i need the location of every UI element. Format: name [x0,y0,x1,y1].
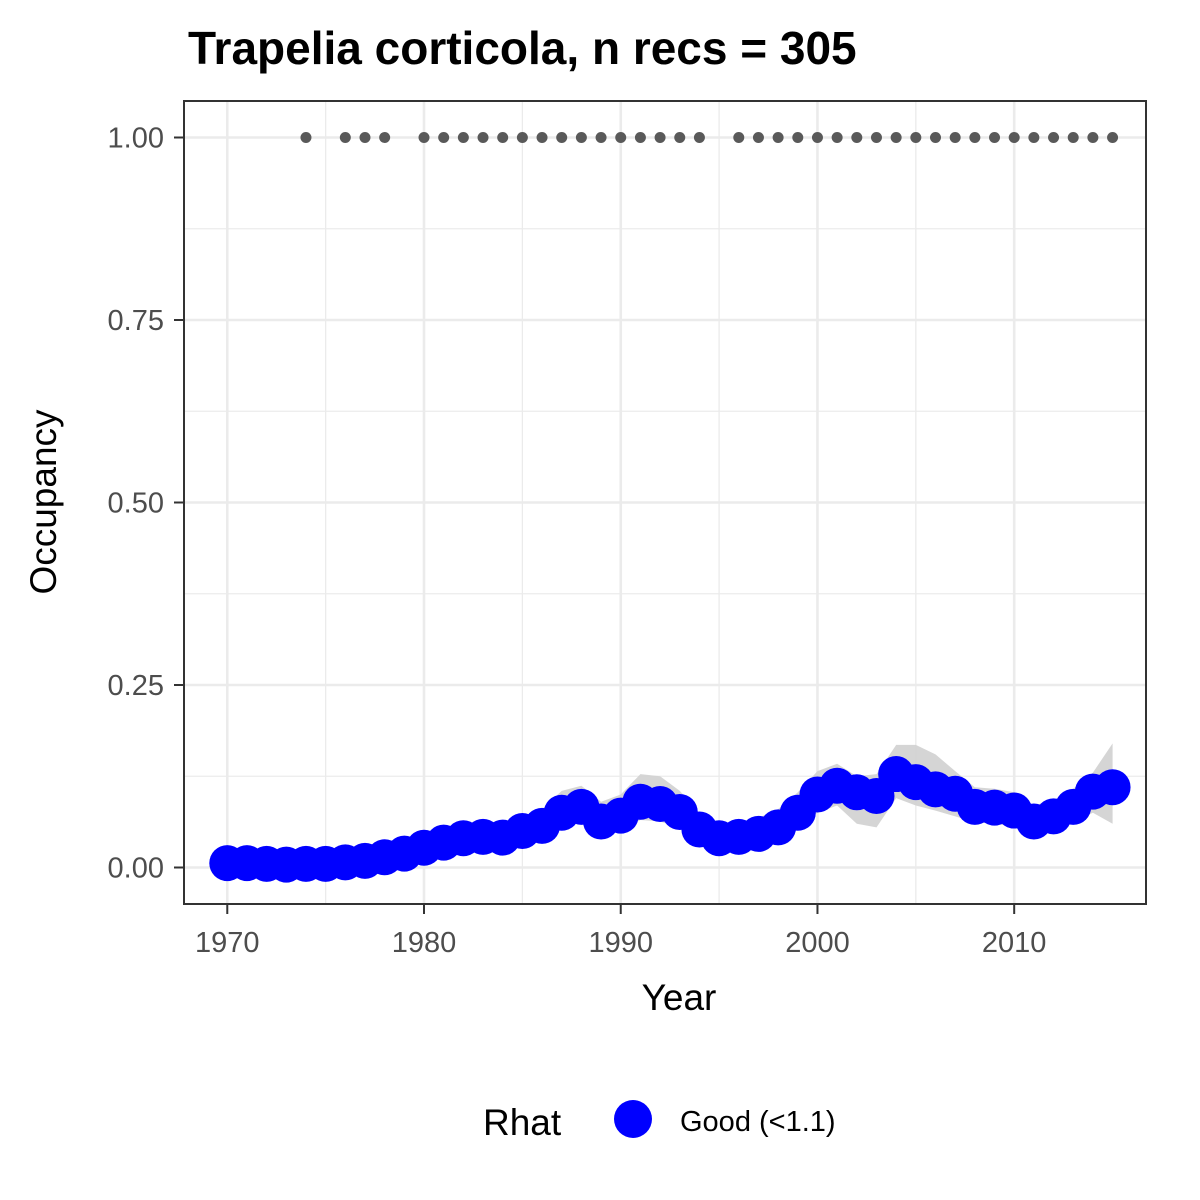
record-dot [1067,132,1079,143]
y-axis: 0.00 0.25 0.50 0.75 1.00 [108,123,184,885]
y-tick-label: 1.00 [108,123,164,155]
x-tick-label: 1990 [588,927,653,959]
record-dot [989,132,1001,143]
record-dot [890,132,902,143]
record-dot [418,132,430,143]
legend-key-good [614,1100,652,1138]
record-dot [379,132,391,143]
record-dot [949,132,961,143]
x-axis: 1970 1980 1990 2000 2010 [195,904,1046,959]
x-tick-label: 2010 [982,927,1047,959]
record-dot [634,132,646,143]
record-dot [339,132,351,143]
record-dot [1107,132,1119,143]
record-dot [1028,132,1040,143]
y-tick-label: 0.50 [108,488,164,520]
record-dot [693,132,705,143]
record-dot [811,132,823,143]
occupancy-series [209,756,1131,883]
record-dot [792,132,804,143]
y-tick-label: 0.00 [108,853,164,885]
record-dot [772,132,784,143]
record-dot [1087,132,1099,143]
record-dot [752,132,764,143]
x-tick-label: 1980 [392,927,457,959]
x-tick-label: 1970 [195,927,260,959]
record-dot [457,132,469,143]
y-axis-title: Occupancy [23,409,64,595]
record-dot [575,132,587,143]
record-dot [1008,132,1020,143]
y-tick-label: 0.25 [108,670,164,702]
record-dot [969,132,981,143]
record-dot [851,132,863,143]
record-dot [831,132,843,143]
record-dot [359,132,371,143]
record-dots [300,132,1119,143]
record-dot [910,132,922,143]
record-dot [733,132,745,143]
legend: Rhat Good (<1.1) [483,1100,836,1143]
record-dot [870,132,882,143]
record-dot [477,132,489,143]
record-dot [516,132,528,143]
record-dot [497,132,509,143]
x-axis-title: Year [642,977,717,1018]
legend-title: Rhat [483,1102,562,1143]
record-dot [595,132,607,143]
record-dot [536,132,548,143]
x-tick-label: 2000 [785,927,850,959]
record-dot [300,132,312,143]
y-tick-label: 0.75 [108,305,164,337]
legend-label-good: Good (<1.1) [680,1106,836,1138]
record-dot [654,132,666,143]
record-dot [930,132,942,143]
series-point [1094,769,1131,806]
record-dot [1048,132,1060,143]
record-dot [674,132,686,143]
record-dot [556,132,568,143]
record-dot [438,132,450,143]
record-dot [615,132,627,143]
chart-title: Trapelia corticola, n recs = 305 [188,22,857,74]
